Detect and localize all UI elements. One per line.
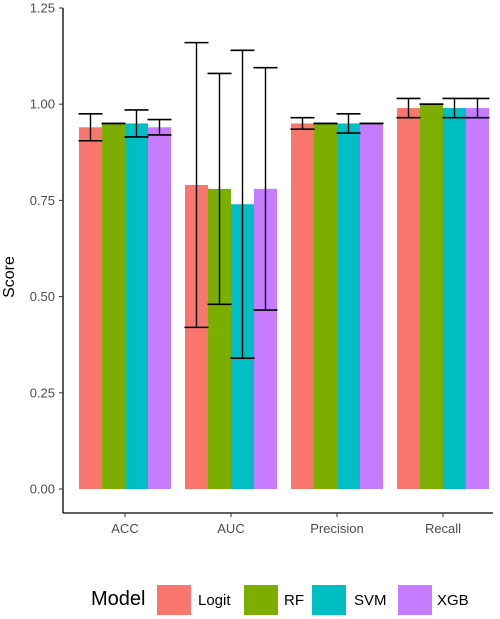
bar-xgb-precision bbox=[360, 123, 383, 489]
y-tick-label: 0.25 bbox=[30, 385, 55, 400]
bar-logit-precision bbox=[291, 123, 314, 489]
x-axis-ticks: ACC AUC Precision Recall bbox=[111, 513, 461, 536]
bar-xgb-acc bbox=[148, 127, 171, 490]
bar-svm-acc bbox=[125, 123, 148, 489]
y-tick-label: 0.00 bbox=[30, 482, 55, 497]
bar-xgb-auc bbox=[254, 188, 277, 489]
axes-layer bbox=[62, 8, 493, 514]
y-tick-label: 0.50 bbox=[30, 289, 55, 304]
error-bars-layer bbox=[78, 41, 490, 359]
y-tick-label: 1.25 bbox=[30, 1, 55, 16]
x-tick-label: ACC bbox=[111, 521, 138, 536]
bar-logit-recall bbox=[397, 108, 420, 489]
legend-key-xgb bbox=[398, 585, 432, 615]
legend-label-logit: Logit bbox=[198, 592, 231, 609]
x-tick-label: Precision bbox=[310, 521, 363, 536]
y-tick-label: 0.75 bbox=[30, 193, 55, 208]
y-tick-label: 1.00 bbox=[30, 97, 55, 112]
bar-rf-auc bbox=[208, 188, 231, 489]
legend-label-svm: SVM bbox=[354, 592, 387, 609]
bar-rf-precision bbox=[314, 123, 337, 489]
bar-logit-acc bbox=[79, 127, 102, 490]
x-tick-label: Recall bbox=[425, 521, 461, 536]
legend-label-xgb: XGB bbox=[437, 592, 469, 609]
legend-key-svm bbox=[312, 585, 346, 615]
y-axis-title: Score bbox=[1, 256, 18, 298]
y-axis-ticks: 0.00 0.25 0.50 0.75 1.00 1.25 bbox=[30, 1, 63, 497]
legend-label-rf: RF bbox=[284, 592, 304, 609]
bar-svm-precision bbox=[337, 123, 360, 489]
bar-xgb-recall bbox=[466, 108, 489, 489]
bar-logit-auc bbox=[185, 185, 208, 489]
legend-key-logit bbox=[157, 585, 191, 615]
x-tick-label: AUC bbox=[217, 521, 244, 536]
legend-title: Model bbox=[91, 588, 145, 610]
legend-key-rf bbox=[244, 585, 278, 615]
bars-layer bbox=[79, 104, 489, 490]
bar-svm-recall bbox=[443, 108, 466, 489]
bar-rf-acc bbox=[102, 123, 125, 489]
bar-rf-recall bbox=[420, 104, 443, 489]
legend: Model Logit RF SVM XGB bbox=[91, 585, 469, 615]
